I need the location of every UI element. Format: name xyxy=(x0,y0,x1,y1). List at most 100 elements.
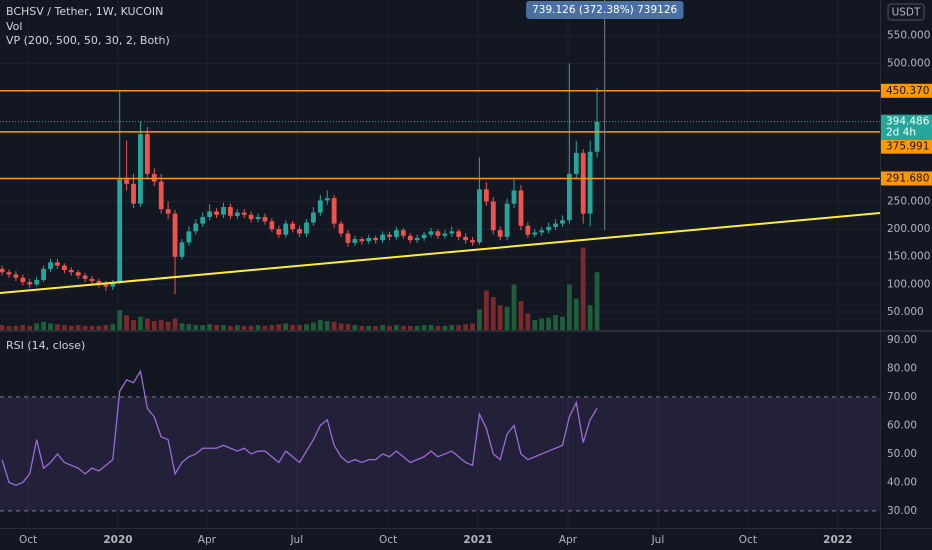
volume-bar xyxy=(227,325,233,330)
volume-bar xyxy=(345,324,351,330)
candle-body xyxy=(483,189,489,202)
volume-bar xyxy=(165,321,171,330)
level-box xyxy=(881,171,932,186)
candle-body xyxy=(124,179,130,184)
volume-bar xyxy=(0,325,5,330)
candle-body xyxy=(61,265,67,270)
candle-body xyxy=(144,134,150,174)
volume-bar xyxy=(144,318,150,330)
candle-body xyxy=(248,214,254,220)
volume-bar xyxy=(55,324,60,330)
volume-bar xyxy=(158,320,164,330)
measure-label: 739.126 (372.38%) 739126 xyxy=(532,4,677,16)
volume-bar xyxy=(587,305,593,330)
candle-body xyxy=(456,231,462,237)
candle-body xyxy=(290,223,296,230)
volume-bar xyxy=(110,324,116,330)
x-tick-label: Oct xyxy=(379,534,397,546)
candle-body xyxy=(345,233,351,243)
candle-body xyxy=(103,284,109,287)
volume-bar xyxy=(103,325,109,330)
candle-body xyxy=(158,181,164,210)
candle-body xyxy=(324,198,330,201)
volume-bar xyxy=(421,325,427,330)
candle-body xyxy=(428,231,434,235)
candle-body xyxy=(373,237,379,241)
candle-body xyxy=(497,230,503,237)
volume-bar xyxy=(428,325,434,330)
volume-bar xyxy=(553,315,558,330)
candle-body xyxy=(317,200,323,213)
volume-bar xyxy=(380,325,385,330)
rsi-tick-label: 80.00 xyxy=(887,362,917,374)
candle-body xyxy=(200,216,206,224)
candle-body xyxy=(193,223,199,232)
candle-body xyxy=(553,223,558,227)
candle-body xyxy=(566,173,572,221)
candle-body xyxy=(0,268,5,273)
volume-bar xyxy=(331,321,337,330)
volume-bar xyxy=(68,325,74,330)
candle-body xyxy=(477,189,482,243)
volume-bar xyxy=(283,323,289,330)
volume-bar xyxy=(6,325,12,330)
x-tick-label: 2021 xyxy=(463,534,492,546)
candle-body xyxy=(186,231,192,243)
currency-badge[interactable] xyxy=(887,3,925,21)
axes: 50.000 100.000 150.000 200.000 250.000 500.00… xyxy=(19,30,932,546)
rsi-tick-label: 60.00 xyxy=(887,419,917,431)
level-label: 291.680 xyxy=(886,172,929,184)
y-tick-label: 250.000 xyxy=(887,195,930,207)
volume-bar xyxy=(539,318,545,330)
candle-body xyxy=(20,277,26,283)
currency[interactable]: USDT xyxy=(892,7,921,19)
candle-body xyxy=(407,235,413,241)
rsi-label: RSI (14, close) xyxy=(6,339,85,352)
x-tick-label: Apr xyxy=(198,534,217,546)
candle-body xyxy=(352,239,358,243)
last-price-box xyxy=(881,114,932,140)
candle-body xyxy=(234,212,240,216)
chart-title: BCHSV / Tether, 1W, KUCOIN xyxy=(6,5,163,18)
y-tick-label: 100.000 xyxy=(887,278,930,290)
candle-body xyxy=(75,272,81,276)
candle-body xyxy=(304,222,309,234)
volume-bar xyxy=(456,325,462,330)
grid xyxy=(0,0,880,528)
volume-bar xyxy=(573,298,579,330)
volume-bar xyxy=(221,325,226,330)
volume-bar xyxy=(276,324,282,330)
price-pane xyxy=(0,0,880,330)
candle-body xyxy=(34,279,40,285)
volume-bar xyxy=(41,321,46,330)
level-box xyxy=(881,83,932,98)
candle-body xyxy=(400,230,406,236)
trendline xyxy=(0,211,880,294)
candle-body xyxy=(27,282,33,285)
candle-body xyxy=(525,225,531,235)
volume-bar xyxy=(82,325,88,330)
volume-bar xyxy=(248,325,254,330)
volume-bar xyxy=(594,272,600,330)
candle-body xyxy=(55,262,60,266)
x-tick-label: Oct xyxy=(19,534,37,546)
candle-body xyxy=(221,207,226,215)
volume-bar xyxy=(525,313,531,330)
candle-body xyxy=(89,278,95,282)
volume-bar xyxy=(214,325,219,330)
rsi-pane xyxy=(0,369,880,512)
candle-body xyxy=(68,270,74,273)
volume-bar xyxy=(124,315,130,330)
volume-bar xyxy=(414,325,420,330)
candle-body xyxy=(117,179,123,283)
volume-bar xyxy=(490,297,496,330)
volume-bar xyxy=(27,325,33,330)
volume-bar xyxy=(532,320,538,330)
candle-body xyxy=(387,234,392,237)
volume-bar xyxy=(13,325,19,330)
volume-bar xyxy=(200,325,206,330)
candle-body xyxy=(262,216,268,222)
volume-bar xyxy=(407,325,413,330)
volume-bar xyxy=(255,325,261,330)
